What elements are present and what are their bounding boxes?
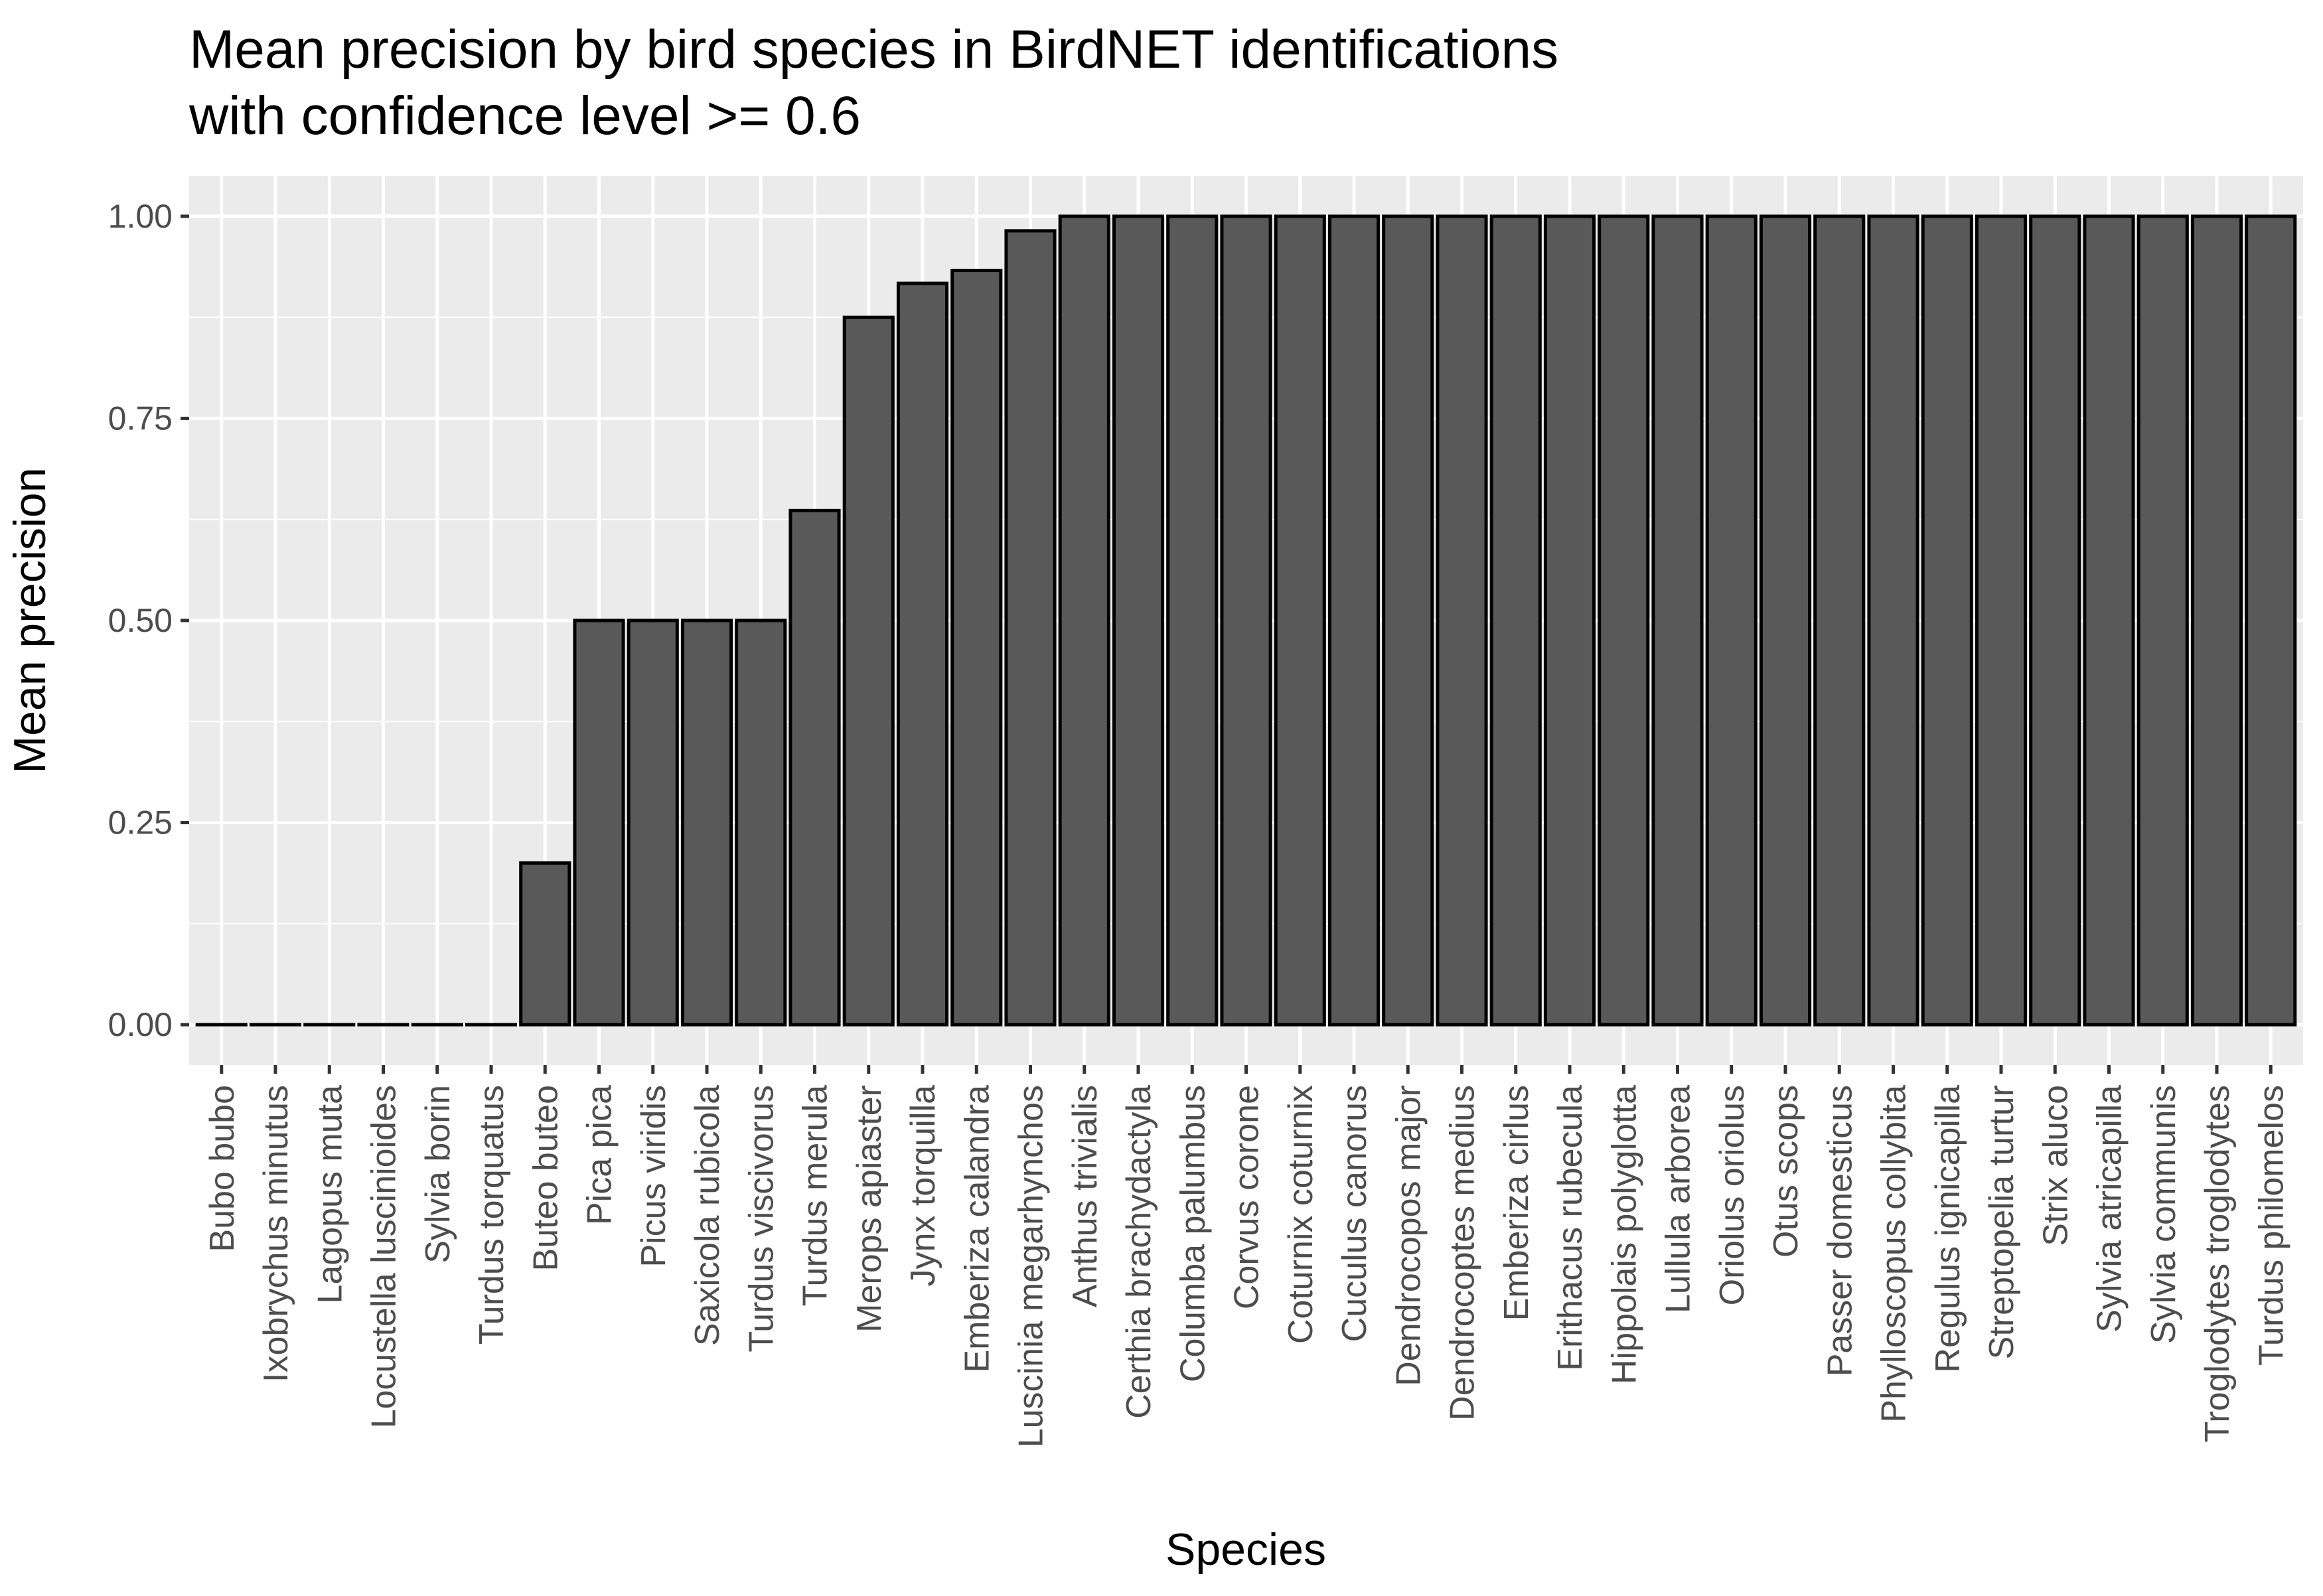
x-tick-label: Columba palumbus (1173, 1085, 1212, 1382)
x-tick-label: Sylvia communis (2144, 1085, 2183, 1344)
bar (1491, 216, 1540, 1025)
x-tick-label: Regulus ignicapilla (1929, 1085, 1967, 1373)
x-axis: Bubo bubo Ixobrychus minutus Lagopus muta L… (203, 1065, 2291, 1447)
bar (2247, 216, 2295, 1025)
x-tick-label: Cuculus canorus (1335, 1085, 1374, 1342)
bar (1329, 216, 1378, 1025)
bar (1869, 216, 1917, 1025)
y-tick-label: 0.50 (108, 602, 173, 639)
x-tick-label: Oriolus oriolus (1713, 1085, 1752, 1305)
x-tick-label: Otus scops (1767, 1085, 1805, 1258)
x-tick-label: Streptopelia turtur (1983, 1085, 2021, 1359)
x-tick-label: Anthus trivialis (1066, 1085, 1104, 1307)
bar (682, 620, 731, 1025)
x-tick-label: Buteo buteo (526, 1085, 565, 1271)
x-tick-label: Turdus philomelos (2252, 1085, 2290, 1366)
x-tick-label: Merops apiaster (850, 1085, 889, 1333)
bar (1276, 216, 1324, 1025)
bar (1060, 216, 1108, 1025)
bar (575, 620, 623, 1025)
x-tick-label: Coturnix coturnix (1282, 1085, 1320, 1344)
chart-title-line-1: Mean precision by bird species in BirdNE… (189, 19, 1558, 80)
bar (1815, 216, 1864, 1025)
y-tick-label: 0.75 (108, 399, 173, 437)
x-tick-label: Passer domesticus (1821, 1085, 1859, 1376)
bar (1006, 231, 1055, 1025)
x-tick-label: Dendrocoptes medius (1444, 1085, 1482, 1421)
chart-title-line-2: with confidence level >= 0.6 (188, 86, 861, 146)
x-tick-label: Emberiza calandra (958, 1085, 996, 1373)
bar (1761, 216, 1809, 1025)
bar (1923, 216, 1971, 1025)
x-tick-label: Sylvia atricapilla (2091, 1085, 2129, 1333)
x-tick-label: Ixobrychus minutus (257, 1085, 295, 1382)
bar (1977, 216, 2025, 1025)
x-tick-label: Bubo bubo (203, 1085, 242, 1252)
x-tick-label: Picus viridis (635, 1085, 673, 1268)
bar (898, 283, 946, 1025)
y-axis: 0.00 0.25 0.50 0.75 1.00 (108, 198, 189, 1043)
x-tick-label: Dendrocopos major (1389, 1085, 1428, 1386)
bar (1222, 216, 1270, 1025)
bar (952, 271, 1001, 1025)
y-axis-title: Mean precision (5, 467, 55, 773)
x-tick-label: Turdus merula (796, 1085, 835, 1306)
y-tick-label: 0.00 (108, 1006, 173, 1043)
x-tick-label: Certhia brachydactyla (1120, 1085, 1158, 1419)
bar (1114, 216, 1162, 1025)
bar (790, 510, 839, 1025)
x-tick-label: Luscinia megarhynchos (1012, 1085, 1051, 1447)
x-tick-label: Locustella luscinioides (365, 1085, 404, 1428)
bar (1438, 216, 1486, 1025)
x-tick-label: Emberiza cirlus (1497, 1085, 1536, 1321)
x-tick-label: Corvus corone (1228, 1085, 1266, 1309)
x-tick-label: Saxicola rubicola (688, 1085, 727, 1346)
y-tick-label: 1.00 (108, 198, 173, 235)
x-tick-label: Lagopus muta (311, 1085, 349, 1304)
bar (844, 317, 893, 1025)
x-tick-label: Erithacus rubecula (1551, 1085, 1590, 1371)
bar (1384, 216, 1432, 1025)
bar (1545, 216, 1594, 1025)
x-tick-label: Turdus viscivorus (742, 1085, 781, 1352)
x-tick-label: Sylvia borin (419, 1085, 457, 1264)
x-axis-title: Species (1165, 1524, 1326, 1575)
bar (2138, 216, 2187, 1025)
x-tick-label: Pica pica (581, 1085, 619, 1225)
bar (2031, 216, 2079, 1025)
bar (1707, 216, 1756, 1025)
bar (629, 620, 677, 1025)
x-tick-label: Jynx torquilla (904, 1085, 942, 1287)
y-tick-label: 0.25 (108, 804, 173, 841)
bar (521, 863, 569, 1025)
x-tick-label: Phylloscopus collybita (1875, 1085, 1913, 1423)
bar (1168, 216, 1217, 1025)
x-tick-label: Strix aluco (2036, 1085, 2075, 1246)
bar (1600, 216, 1648, 1025)
bar (2192, 216, 2241, 1025)
x-tick-label: Troglodytes troglodytes (2198, 1085, 2237, 1443)
bar (2085, 216, 2133, 1025)
x-tick-label: Turdus torquatus (473, 1085, 511, 1344)
bar (1653, 216, 1702, 1025)
x-tick-label: Lullula arborea (1659, 1085, 1698, 1313)
x-tick-label: Hippolais polyglotta (1605, 1085, 1643, 1384)
bar (737, 620, 785, 1025)
